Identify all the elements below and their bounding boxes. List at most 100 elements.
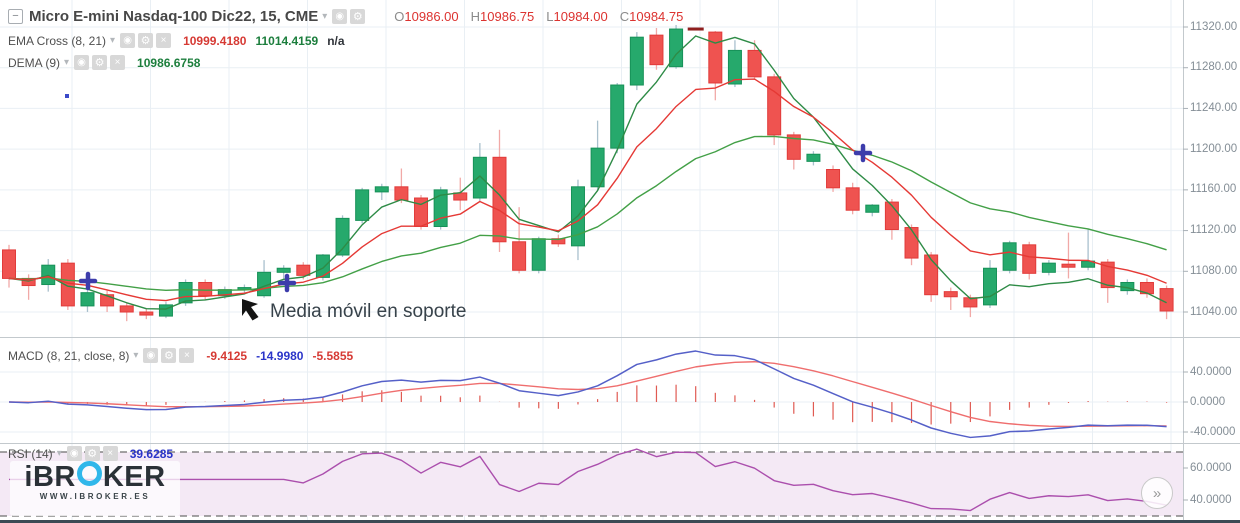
candle xyxy=(100,290,115,313)
macd-histogram xyxy=(28,384,1168,425)
chevron-down-icon[interactable]: ▾ xyxy=(133,350,139,361)
chevron-down-icon[interactable]: ▾ xyxy=(64,57,70,68)
macd-axis-label: -40.0000 xyxy=(1190,425,1236,438)
macd-line xyxy=(8,350,1167,439)
candle xyxy=(687,27,704,31)
indicator-value: 10999.4180 xyxy=(183,33,247,48)
chevron-down-icon[interactable]: ▾ xyxy=(56,448,62,459)
indicator-value: -5.5855 xyxy=(312,348,354,363)
candle xyxy=(1041,260,1056,276)
candle xyxy=(551,234,566,247)
candle xyxy=(1061,232,1076,279)
ohlc-values: O10986.00 H10986.75 L10984.00 C10984.75 xyxy=(382,9,683,24)
candle xyxy=(80,289,95,313)
chevron-down-icon[interactable]: ▾ xyxy=(110,35,116,46)
indicator-value: -9.4125 xyxy=(206,348,248,363)
candle xyxy=(394,168,409,204)
ohlc-value: 10986.75 xyxy=(480,9,535,24)
candle xyxy=(865,204,880,217)
candle xyxy=(806,151,821,166)
candle xyxy=(158,301,173,319)
eye-icon[interactable]: ◉ xyxy=(74,55,90,70)
candle xyxy=(335,215,350,258)
rsi-axis-label: 40.0000 xyxy=(1190,493,1232,506)
indicator-value: n/a xyxy=(327,33,345,48)
candle xyxy=(119,302,134,322)
indicator-row-dema: DEMA (9) ▾ ◉ ⚙ × 10986.6758 xyxy=(8,55,200,70)
price-axis-label: 11080.00 xyxy=(1190,264,1238,277)
candle xyxy=(1022,241,1037,280)
gear-icon[interactable]: ⚙ xyxy=(84,446,100,461)
rsi-line xyxy=(9,448,1167,512)
price-axis-label: 11240.00 xyxy=(1190,101,1238,114)
gear-icon[interactable]: ⚙ xyxy=(92,55,108,70)
close-icon[interactable]: × xyxy=(179,348,195,363)
price-axis-label: 11280.00 xyxy=(1190,61,1238,74)
indicator-name[interactable]: DEMA (9) xyxy=(8,55,61,70)
indicator-name[interactable]: EMA Cross (8, 21) xyxy=(8,33,107,48)
indicator-value: 11014.4159 xyxy=(255,33,319,48)
macd-axis-label: 0.0000 xyxy=(1190,395,1226,408)
price-axis-label: 11160.00 xyxy=(1190,183,1237,196)
candle xyxy=(649,28,664,70)
price-axis-label: 11040.00 xyxy=(1190,305,1238,318)
candle xyxy=(590,120,605,190)
eye-icon[interactable]: ◉ xyxy=(120,33,136,48)
close-icon[interactable]: × xyxy=(156,33,172,48)
broker-url: WWW.IBROKER.ES xyxy=(39,492,151,501)
candle xyxy=(2,244,16,288)
indicator-name[interactable]: RSI (14) xyxy=(8,446,53,461)
candle xyxy=(139,308,154,320)
gear-icon[interactable]: ⚙ xyxy=(138,33,154,48)
price-axis-label: 11200.00 xyxy=(1190,142,1238,155)
price-axis-label: 11120.00 xyxy=(1190,224,1237,237)
indicator-value: -14.9980 xyxy=(256,348,304,363)
ohlc-key: O xyxy=(394,9,405,24)
dema-line xyxy=(8,35,1167,310)
ema-fast-line xyxy=(8,78,1167,302)
candle xyxy=(629,32,644,91)
candle xyxy=(826,165,841,192)
dot-marker-icon xyxy=(65,94,69,98)
close-icon[interactable]: × xyxy=(102,446,118,461)
ohlc-value: 10984.75 xyxy=(629,9,684,24)
annotation-text[interactable]: Media móvil en soporte xyxy=(270,301,467,322)
candle xyxy=(433,186,448,230)
candle xyxy=(669,24,684,69)
eye-icon[interactable]: ◉ xyxy=(332,9,348,24)
eye-icon[interactable]: ◉ xyxy=(66,446,82,461)
close-icon[interactable]: × xyxy=(110,55,126,70)
candles-layer xyxy=(2,24,1174,322)
symbol-title[interactable]: Micro E-mini Nasdaq-100 Dic22, 15, CME xyxy=(29,8,319,25)
gear-icon[interactable]: ⚙ xyxy=(350,9,366,24)
eye-icon[interactable]: ◉ xyxy=(143,348,159,363)
indicator-name[interactable]: MACD (8, 21, close, 8) xyxy=(8,348,130,363)
candle xyxy=(845,182,860,215)
broker-logo: iBR KER xyxy=(24,461,166,493)
gear-icon[interactable]: ⚙ xyxy=(161,348,177,363)
chevron-down-icon[interactable]: ▾ xyxy=(322,11,328,22)
indicator-row-ema-cross: EMA Cross (8, 21) ▾ ◉ ⚙ × 10999.4180 11014.415… xyxy=(8,33,345,48)
ema-slow-line xyxy=(8,135,1167,292)
annotation-arrow-icon[interactable] xyxy=(242,299,259,321)
indicator-row-macd: MACD (8, 21, close, 8) ▾ ◉ ⚙ × -9.4125 -14.998… xyxy=(8,348,353,363)
macd-signal-line xyxy=(8,361,1167,428)
candle xyxy=(1002,240,1017,274)
candle xyxy=(786,131,801,170)
candle xyxy=(610,82,625,154)
candle xyxy=(60,259,75,310)
candle xyxy=(355,187,370,224)
collapse-icon[interactable]: − xyxy=(8,9,23,24)
symbol-legend-row: − Micro E-mini Nasdaq-100 Dic22, 15, CME… xyxy=(8,8,683,25)
rsi-axis-label: 60.0000 xyxy=(1190,461,1232,474)
scroll-to-realtime-button[interactable]: » xyxy=(1141,477,1173,509)
candle xyxy=(943,287,958,310)
candle xyxy=(492,129,507,252)
indicator-value: 39.6285 xyxy=(129,446,174,461)
macd-axis-label: 40.0000 xyxy=(1190,365,1232,378)
bottom-border xyxy=(0,520,1240,523)
candle xyxy=(472,143,487,202)
candle xyxy=(178,279,193,306)
